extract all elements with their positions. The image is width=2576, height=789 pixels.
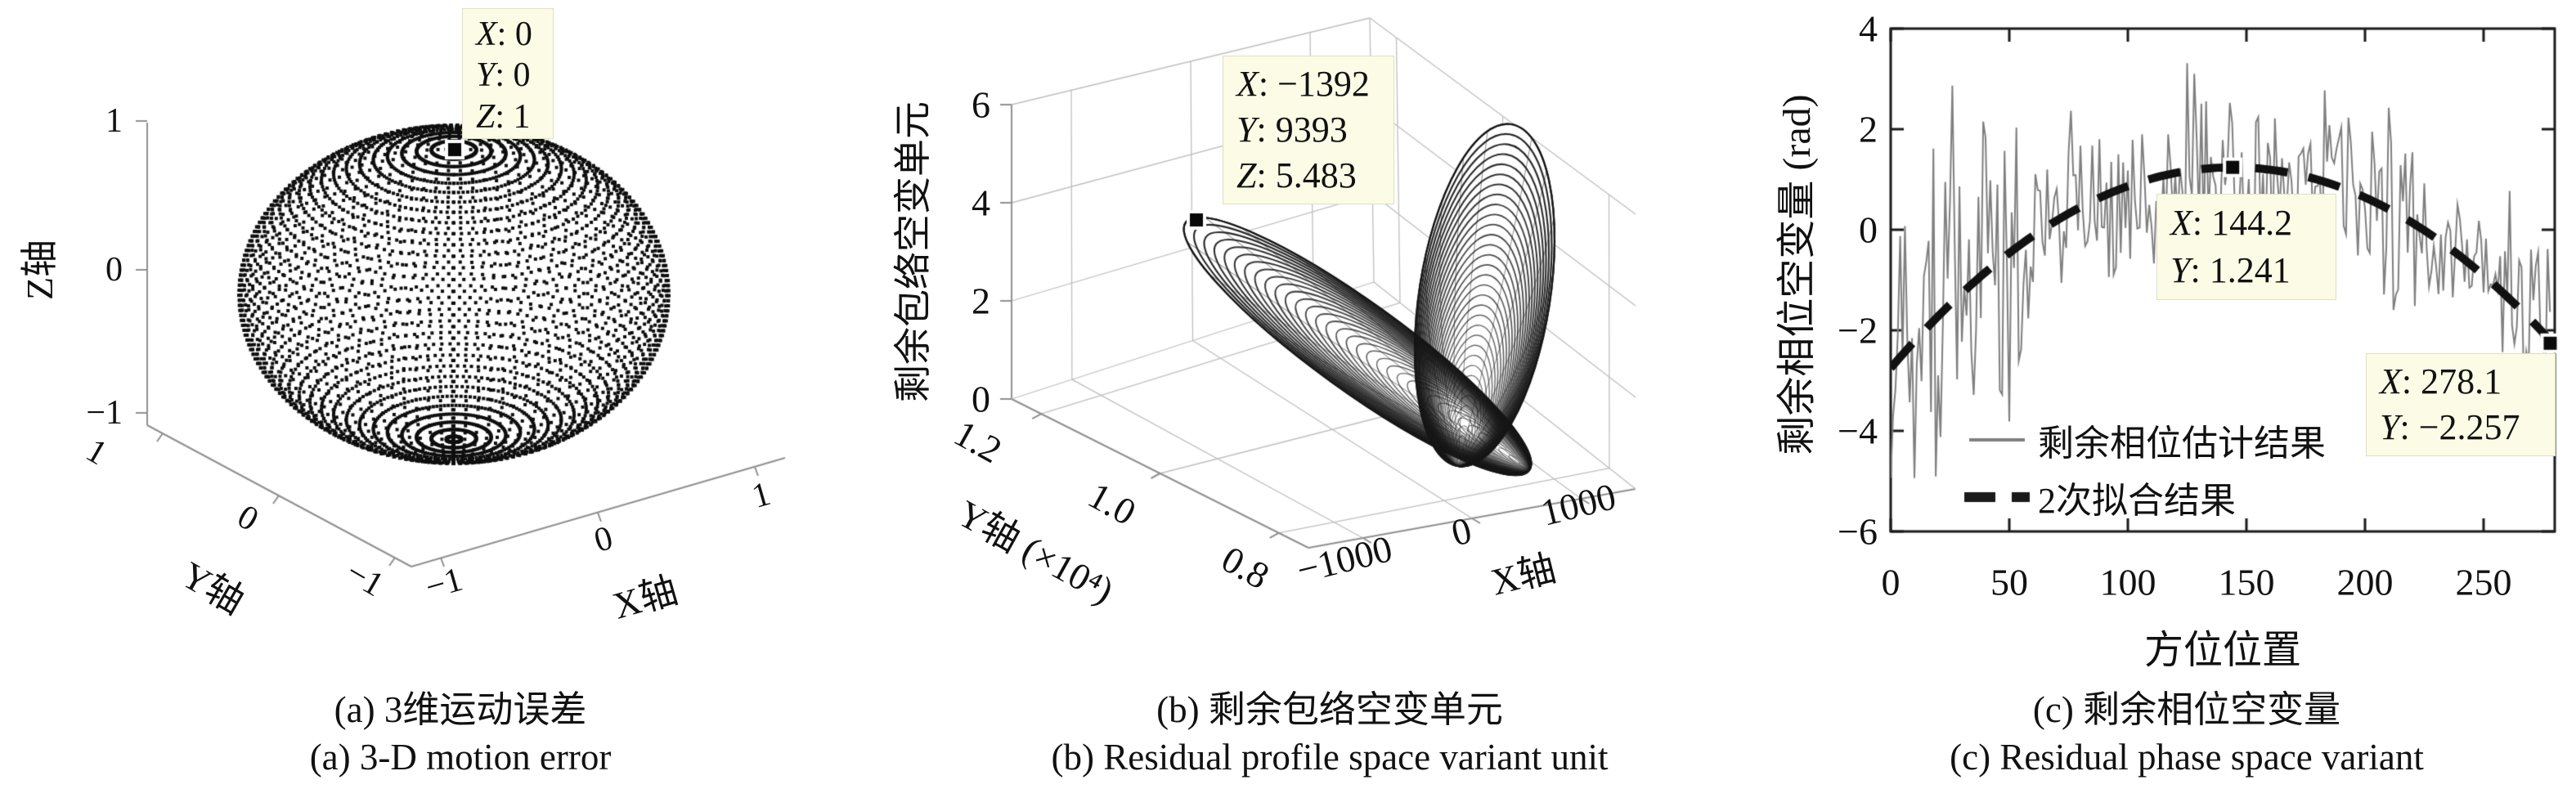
caption-b-en: (b) Residual profile space variant unit <box>1051 737 1609 778</box>
panel-c-x-tick: 200 <box>2336 561 2394 603</box>
caption-c-en: (c) Residual phase space variant <box>1950 737 2424 778</box>
panel-c-y-tick: 0 <box>1859 208 1878 251</box>
caption-b-zh: (b) 剩余包络空变单元 <box>1156 689 1503 730</box>
panel-c-x-axis-label: 方位位置 <box>2143 629 2302 672</box>
datatip-b-line-z: Z: 5.483 <box>1236 155 1357 195</box>
panel-c-x-tick: 250 <box>2455 561 2512 603</box>
panel-c-y-tick: 2 <box>1859 108 1878 150</box>
panel-c-y-tick: −6 <box>1838 510 1878 553</box>
panel-c-y-tick: −4 <box>1838 410 1878 452</box>
datatip-a-line-x: X: 0 <box>476 16 532 53</box>
datatip-c2: X: 278.1 Y: −2.257 <box>2366 353 2556 456</box>
caption-a-zh: (a) 3维运动误差 <box>334 689 587 730</box>
panel-c-y-axis-label: 剩余相位空变量 (rad) <box>1775 94 1819 455</box>
panel-c-x-tick: 0 <box>1881 561 1901 603</box>
panel-a-z-tick: 1 <box>105 102 123 140</box>
datatip-b-line-x: X: −1392 <box>1236 63 1370 104</box>
panel-c-x-tick: 100 <box>2099 561 2156 603</box>
datatip-a-line-y: Y: 0 <box>476 56 531 95</box>
panel-b-z-tick: 6 <box>972 83 990 126</box>
datatip-b-line-y: Y: 9393 <box>1236 109 1348 150</box>
panel-c-x-tick: 50 <box>1990 561 2028 603</box>
panel-a-z-axis-label: Z轴 <box>19 239 61 301</box>
panel-c-x-tick: 150 <box>2218 561 2275 603</box>
panel-c-y-tick: 4 <box>1859 7 1878 50</box>
datatip-a: X: 0 Y: 0 Z: 1 <box>462 8 554 139</box>
legend-label-estimated-phase: 剩余相位估计结果 <box>2038 424 2326 464</box>
datatip-c1-line-y: Y: 1.241 <box>2170 249 2291 290</box>
caption-a-en: (a) 3-D motion error <box>309 737 612 778</box>
datatip-c2-line-x: X: 278.1 <box>2380 361 2502 401</box>
datatip-a-line-z: Z: 1 <box>476 97 531 136</box>
datatip-b: X: −1392 Y: 9393 Z: 5.483 <box>1223 56 1394 204</box>
panel-b-z-tick: 2 <box>972 280 990 322</box>
panel-b-z-tick: 4 <box>972 182 990 224</box>
datatip-c2-line-y: Y: −2.257 <box>2380 406 2520 447</box>
panel-a-z-tick: −1 <box>86 394 123 432</box>
panel-a-z-tick: 0 <box>105 251 123 289</box>
panel-b-z-axis-label: 剩余包络空变单元 <box>892 101 934 402</box>
datatip-c1: X: 144.2 Y: 1.241 <box>2156 194 2336 300</box>
datatip-c1-line-x: X: 144.2 <box>2170 202 2293 243</box>
panel-c-y-tick: −2 <box>1838 309 1878 352</box>
legend-label-quadratic-fit: 2次拟合结果 <box>2038 481 2236 521</box>
caption-c-zh: (c) 剩余相位空变量 <box>2032 689 2341 730</box>
panel-b-z-tick: 0 <box>972 378 990 420</box>
